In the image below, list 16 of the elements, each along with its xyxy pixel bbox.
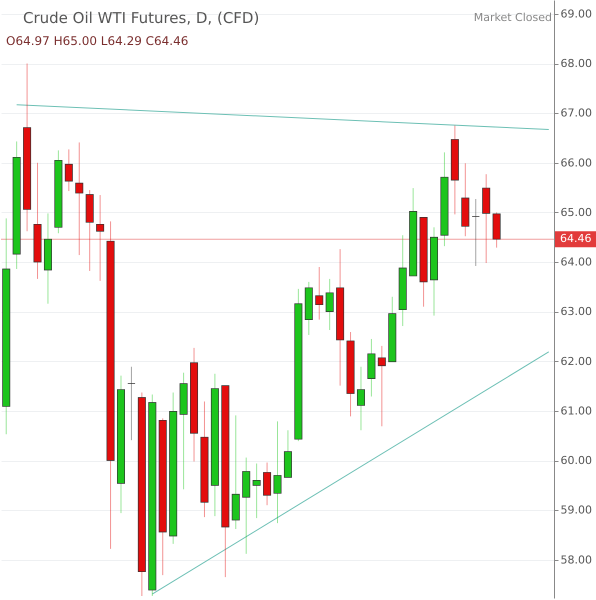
y-tick-label: 69.00 [560,7,592,20]
y-tick-label: 63.00 [560,305,592,318]
text: Crude Oil WTI Futures, D, (CFD) [23,9,260,27]
y-tick-label: 64.00 [560,256,592,269]
ref-line-label: 64.46 [560,232,592,246]
y-tick-label: 62.00 [560,354,592,368]
y-tick-label: 61.00 [560,404,592,418]
annotation: Market Closed [474,11,552,24]
y-tick-label: 60.00 [560,454,592,468]
annotation: O64.97 H65.00 L64.29 C64.46 [6,34,188,48]
y-tick-label: 67.00 [560,106,592,120]
y-tick-label: 65.00 [560,206,592,219]
y-tick-label: 68.00 [560,57,592,70]
y-tick-label: 59.00 [560,504,592,517]
y-tick-label: 66.00 [560,156,592,170]
y-tick-label: 58.00 [560,553,592,566]
